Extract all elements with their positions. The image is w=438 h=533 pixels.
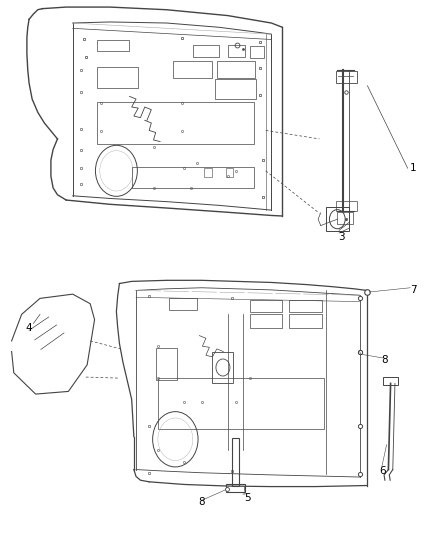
Bar (289, 314, 321, 328)
Bar (250, 314, 283, 328)
Text: 3: 3 (338, 232, 345, 243)
Bar (158, 378, 324, 429)
Bar (383, 377, 398, 384)
Bar (217, 61, 255, 78)
Bar (228, 45, 245, 56)
Bar (226, 484, 245, 492)
Bar (326, 207, 349, 231)
Bar (232, 438, 239, 486)
Bar (169, 298, 197, 310)
Bar (97, 102, 254, 144)
Bar (132, 166, 254, 188)
Text: 6: 6 (379, 466, 386, 476)
Bar (204, 167, 212, 177)
Bar (193, 45, 219, 56)
Text: 4: 4 (26, 322, 32, 333)
Bar (226, 167, 233, 177)
Bar (97, 67, 138, 88)
Bar (337, 212, 353, 224)
Text: 1: 1 (410, 163, 417, 173)
Text: 7: 7 (410, 286, 417, 295)
Bar (336, 71, 357, 83)
Bar (289, 300, 321, 312)
Text: 8: 8 (198, 497, 205, 507)
Bar (212, 352, 233, 383)
Bar (251, 46, 265, 58)
Bar (156, 348, 177, 379)
Bar (215, 79, 256, 99)
Bar (336, 201, 357, 211)
Bar (97, 39, 130, 51)
Bar (250, 300, 283, 312)
Text: 5: 5 (244, 492, 251, 503)
Bar (173, 61, 212, 78)
Text: 8: 8 (381, 354, 388, 365)
